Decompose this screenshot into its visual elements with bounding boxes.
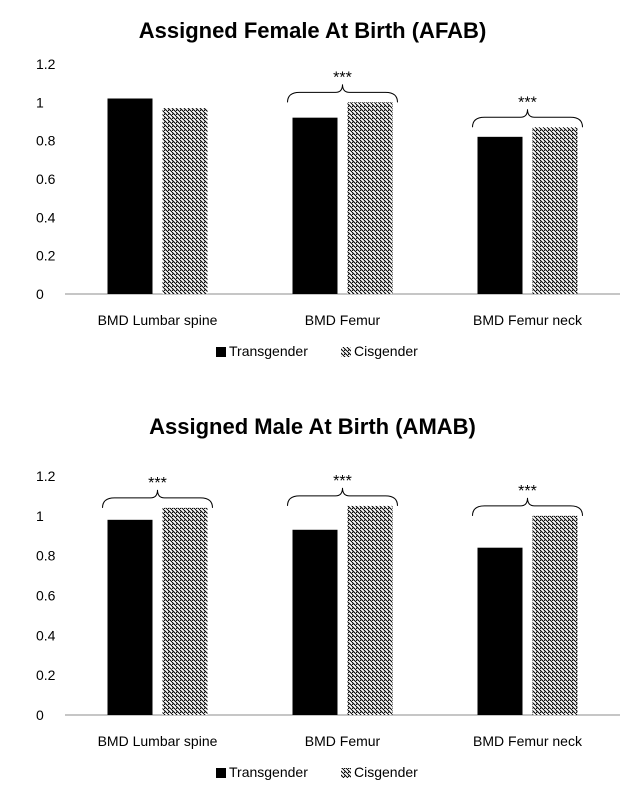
category-label: BMD Femur neck [473,312,583,328]
significance-bracket [102,489,213,508]
bar-transgender [477,547,523,715]
significance-label: *** [518,94,537,111]
category-label: BMD Femur neck [473,733,583,749]
legend-swatch-transgender [216,347,226,357]
legend-label-transgender: Transgender [229,343,308,359]
amab-chart: Assigned Male At Birth (AMAB) 0 0.2 0.4 0.6 0… [36,414,620,780]
y-tick-label: 0.8 [36,133,56,149]
significance-label: *** [333,473,352,490]
legend-swatch-transgender [216,768,226,778]
significance-bracket [472,497,583,516]
significance-label: *** [148,475,167,492]
category-label: BMD Femur [305,312,381,328]
y-tick-label: 0.4 [36,209,56,225]
significance-bracket [472,109,583,128]
significance-label: *** [333,69,352,86]
bar-transgender [292,529,338,715]
category-label: BMD Lumbar spine [98,733,218,749]
legend-swatch-cisgender [341,768,351,778]
afab-chart: Assigned Female At Birth (AFAB) 0 0.2 0.4 0.… [36,18,620,359]
significance-bracket [287,487,398,506]
afab-chart-panel: Assigned Female At Birth (AFAB) 0 0.2 0.4 0.… [0,0,625,393]
legend: Transgender Cisgender [216,764,418,780]
amab-chart-panel: Assigned Male At Birth (AMAB) 0 0.2 0.4 0.6 0… [0,394,625,787]
bar-cisgender [532,515,578,715]
y-tick-label: 0 [36,286,44,302]
legend: Transgender Cisgender [216,343,418,359]
bar-transgender [477,136,523,294]
category-label: BMD Lumbar spine [98,312,218,328]
bar-transgender [107,98,153,294]
y-tick-label: 0.6 [36,588,56,604]
bar-transgender [292,117,338,295]
bar-cisgender [347,102,393,294]
y-tick-label: 1 [36,94,44,110]
category-label: BMD Femur [305,733,381,749]
y-tick-label: 0.4 [36,627,56,643]
bar-transgender [107,519,153,715]
legend-label-cisgender: Cisgender [354,764,418,780]
bar-cisgender [162,507,208,715]
bar-cisgender [162,108,208,294]
y-tick-label: 0 [36,707,44,723]
legend-label-cisgender: Cisgender [354,343,418,359]
legend-swatch-cisgender [341,347,351,357]
y-tick-label: 1.2 [36,56,56,72]
y-tick-label: 0.2 [36,667,56,683]
chart-title: Assigned Male At Birth (AMAB) [149,414,476,439]
significance-bracket [287,84,398,103]
significance-label: *** [518,483,537,500]
y-tick-label: 0.2 [36,248,56,264]
y-tick-label: 0.8 [36,548,56,564]
y-tick-label: 0.6 [36,171,56,187]
bar-cisgender [532,127,578,294]
chart-title: Assigned Female At Birth (AFAB) [139,18,487,43]
y-tick-label: 1 [36,508,44,524]
legend-label-transgender: Transgender [229,764,308,780]
bar-cisgender [347,505,393,715]
y-tick-label: 1.2 [36,468,56,484]
